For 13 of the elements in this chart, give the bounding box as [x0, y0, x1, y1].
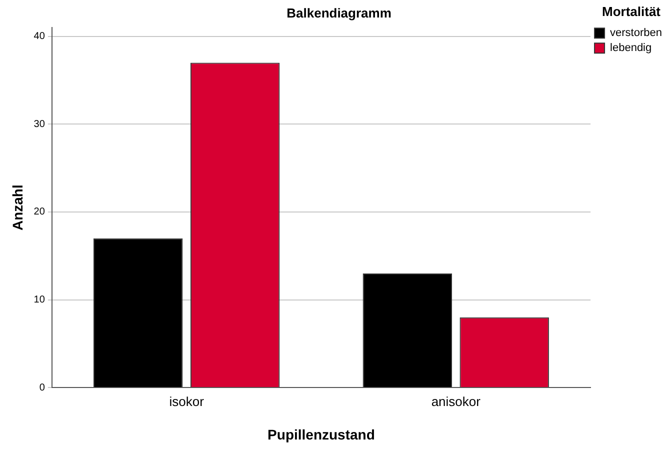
x-tick-label: anisokor — [431, 394, 482, 409]
y-tick-label: 40 — [34, 31, 46, 42]
y-tick-label: 0 — [39, 382, 46, 394]
x-axis-title: Pupillenzustand — [268, 426, 375, 442]
legend-title: Mortalität — [602, 4, 662, 20]
y-tick-label: 20 — [34, 206, 46, 218]
chart-title: Balkendiagramm — [286, 5, 392, 20]
y-axis-title: Anzahl — [9, 184, 26, 231]
legend-label: lebendig — [610, 42, 652, 54]
y-tick-label: 30 — [34, 118, 46, 130]
legend-label: verstorben — [610, 27, 662, 40]
y-tick-label: 10 — [34, 294, 46, 306]
x-tick-label: isokor — [169, 394, 205, 409]
